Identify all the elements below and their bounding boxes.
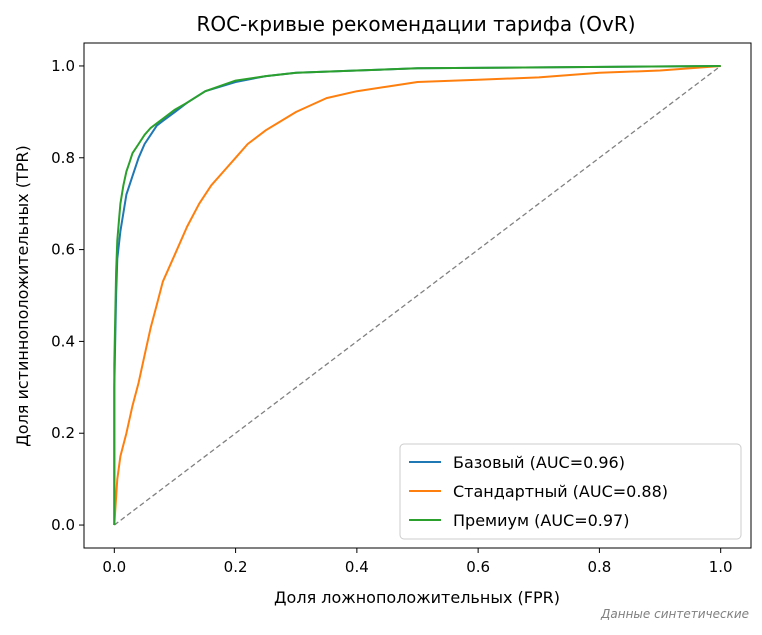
legend-label-3: Премиум (AUC=0.97)	[453, 511, 629, 530]
x-tick-label: 0.0	[102, 558, 126, 576]
plot-frame	[83, 42, 752, 549]
y-tick-label: 0.2	[51, 424, 75, 442]
x-tick-label: 0.8	[587, 558, 611, 576]
x-tick-label: 0.2	[224, 558, 248, 576]
chance-diagonal	[113, 65, 722, 526]
x-tick-label: 0.6	[466, 558, 490, 576]
chance-diagonal-line	[113, 65, 722, 526]
legend-label-2: Стандартный (AUC=0.88)	[453, 482, 668, 501]
x-tick-label: 1.0	[709, 558, 733, 576]
x-axis-ticks: 0.0 0.2 0.4 0.6 0.8 1.0	[102, 548, 733, 576]
y-axis-label: Доля истинноположительных (TPR)	[13, 145, 32, 446]
y-tick-label: 1.0	[51, 57, 75, 75]
x-axis-label: Доля ложноположительных (FPR)	[274, 588, 560, 607]
legend-entries: Базовый (AUC=0.96) Стандартный (AUC=0.88)…	[409, 453, 668, 530]
y-tick-label: 0.6	[51, 241, 75, 259]
roc-curve-3	[113, 65, 721, 525]
y-tick-label: 0.4	[51, 332, 75, 350]
series-layer	[113, 65, 721, 526]
legend: Базовый (AUC=0.96) Стандартный (AUC=0.88)…	[399, 443, 742, 540]
legend-label-1: Базовый (AUC=0.96)	[453, 453, 625, 472]
y-tick-label: 0.8	[51, 149, 75, 167]
chart-title: ROC-кривые рекомендации тарифа (OvR)	[196, 12, 635, 36]
y-tick-label: 0.0	[51, 516, 75, 534]
y-axis-ticks: 0.0 0.2 0.4 0.6 0.8 1.0	[51, 57, 84, 534]
synthetic-data-note: Данные синтетические	[601, 607, 749, 621]
x-tick-label: 0.4	[345, 558, 369, 576]
roc-curve-2	[113, 65, 721, 526]
legend-box	[399, 443, 742, 540]
